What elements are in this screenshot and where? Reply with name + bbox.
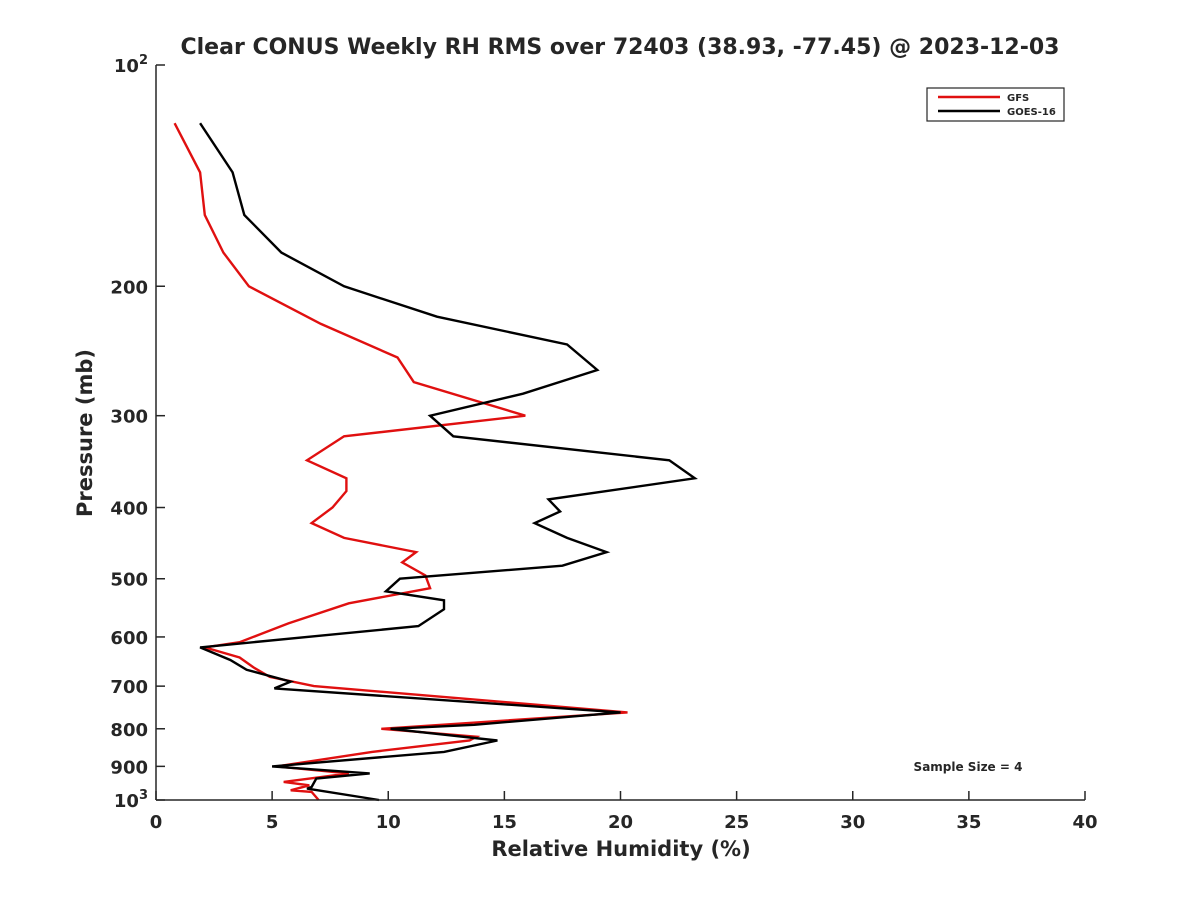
y-tick-label: 500 xyxy=(110,570,148,591)
plot-area xyxy=(173,122,698,802)
y-axis-label: Pressure (mb) xyxy=(73,349,97,517)
y-tick-label: 900 xyxy=(110,757,148,778)
y-tick-label: 300 xyxy=(110,407,148,428)
legend-label-gfs: GFS xyxy=(1007,93,1029,104)
x-tick-label: 0 xyxy=(150,812,163,833)
x-tick-label: 10 xyxy=(376,812,401,833)
y-tick-label: 600 xyxy=(110,628,148,649)
legend: GFS GOES-16 xyxy=(926,87,1065,122)
legend-box xyxy=(926,87,1065,122)
y-tick-label: 400 xyxy=(110,499,148,520)
x-tick-label: 30 xyxy=(840,812,865,833)
x-tick-label: 25 xyxy=(724,812,749,833)
x-axis-label: Relative Humidity (%) xyxy=(491,837,750,861)
y-tick-label: 200 xyxy=(110,277,148,298)
sample-size-annotation: Sample Size = 4 xyxy=(914,760,1023,774)
x-tick-label: 15 xyxy=(492,812,517,833)
chart-title: Clear CONUS Weekly RH RMS over 72403 (38… xyxy=(181,35,1060,60)
x-tick-label: 20 xyxy=(608,812,633,833)
series-line-goes-16 xyxy=(199,122,698,802)
y-tick-label: 800 xyxy=(110,720,148,741)
x-axis-ticks: 0 5 10 15 20 25 30 35 40 xyxy=(150,791,1098,833)
y-tick-label: 700 xyxy=(110,677,148,698)
series-line-gfs xyxy=(173,122,628,801)
x-tick-label: 40 xyxy=(1072,812,1097,833)
x-tick-label: 5 xyxy=(266,812,279,833)
y-tick-label: 102 xyxy=(114,53,148,77)
x-tick-label: 35 xyxy=(956,812,981,833)
legend-label-goes16: GOES-16 xyxy=(1007,107,1056,118)
y-axis-ticks: 102 200 300 400 500 600 700 800 900 103 xyxy=(110,53,165,812)
y-tick-label: 103 xyxy=(114,788,148,812)
